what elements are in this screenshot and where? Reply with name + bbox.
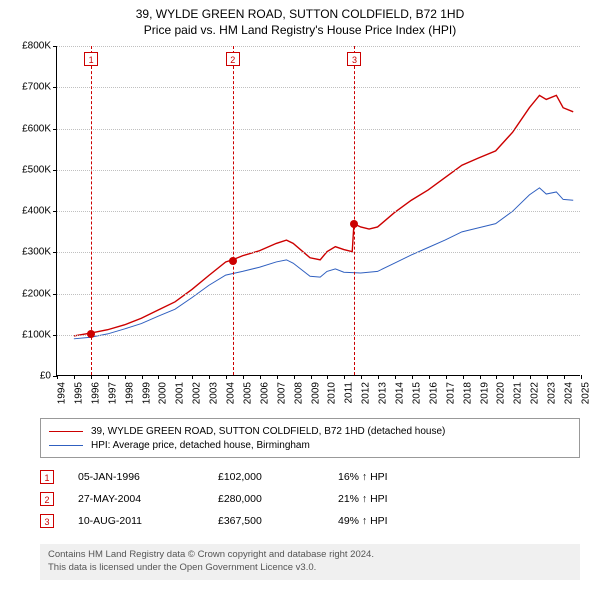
sales-row: 1 05-JAN-1996£102,00016% ↑ HPI xyxy=(40,466,580,488)
sales-row: 2 27-MAY-2004£280,00021% ↑ HPI xyxy=(40,488,580,510)
x-tick-label: 2004 xyxy=(226,382,227,404)
sale-marker xyxy=(229,257,237,265)
x-tick-label: 2010 xyxy=(327,382,328,404)
x-tick-label: 2000 xyxy=(158,382,159,404)
x-tick-label: 1994 xyxy=(57,382,58,404)
x-tick-label: 2008 xyxy=(293,382,294,404)
x-tick-label: 2007 xyxy=(276,382,277,404)
gridline xyxy=(57,211,580,212)
legend-label: HPI: Average price, detached house, Birm… xyxy=(91,440,310,451)
x-tick-label: 2013 xyxy=(378,382,379,404)
x-tick-label: 2017 xyxy=(445,382,446,404)
x-tick-label: 1995 xyxy=(73,382,74,404)
x-tick-label: 2014 xyxy=(395,382,396,404)
x-tick-label: 1998 xyxy=(124,382,125,404)
sales-row-date: 05-JAN-1996 xyxy=(78,471,218,483)
attribution-line2: This data is licensed under the Open Gov… xyxy=(48,562,572,575)
x-tick-label: 2015 xyxy=(411,382,412,404)
x-tick-label: 2001 xyxy=(175,382,176,404)
sales-row-date: 10-AUG-2011 xyxy=(78,515,218,527)
x-tick-label: 2016 xyxy=(428,382,429,404)
sales-row-price: £280,000 xyxy=(218,493,338,505)
sales-table: 1 05-JAN-1996£102,00016% ↑ HPI 2 27-MAY-200… xyxy=(40,466,580,532)
x-tick-label: 2021 xyxy=(513,382,514,404)
attribution-line1: Contains HM Land Registry data © Crown c… xyxy=(48,549,572,562)
sale-marker xyxy=(87,330,95,338)
gridline xyxy=(57,294,580,295)
sale-flag-line xyxy=(91,46,92,375)
x-tick-label: 2019 xyxy=(479,382,480,404)
gridline xyxy=(57,170,580,171)
legend: 39, WYLDE GREEN ROAD, SUTTON COLDFIELD, … xyxy=(40,418,580,458)
sales-row: 3 10-AUG-2011£367,50049% ↑ HPI xyxy=(40,510,580,532)
y-tick-label: £100K xyxy=(7,329,51,340)
sales-row-flag: 3 xyxy=(40,514,54,528)
title-block: 39, WYLDE GREEN ROAD, SUTTON COLDFIELD, … xyxy=(0,0,600,38)
legend-row: HPI: Average price, detached house, Birm… xyxy=(49,438,571,452)
sales-row-delta: 21% ↑ HPI xyxy=(338,493,448,505)
x-tick-label: 2009 xyxy=(310,382,311,404)
y-tick-label: £0 xyxy=(7,371,51,382)
sale-flag-box: 3 xyxy=(347,52,361,66)
y-tick-label: £200K xyxy=(7,288,51,299)
x-tick-label: 2002 xyxy=(192,382,193,404)
sales-row-price: £367,500 xyxy=(218,515,338,527)
x-tick-label: 2018 xyxy=(462,382,463,404)
sales-row-delta: 49% ↑ HPI xyxy=(338,515,448,527)
y-tick-label: £300K xyxy=(7,247,51,258)
x-tick-label: 2005 xyxy=(242,382,243,404)
y-tick-label: £700K xyxy=(7,82,51,93)
gridline xyxy=(57,335,580,336)
sale-flag-line xyxy=(354,46,355,375)
x-tick-label: 2006 xyxy=(259,382,260,404)
x-tick-label: 1997 xyxy=(107,382,108,404)
gridline xyxy=(57,46,580,47)
x-tick-label: 2011 xyxy=(344,382,345,404)
chart-area: £0£100K£200K£300K£400K£500K£600K£700K£80… xyxy=(56,46,580,376)
y-tick-label: £400K xyxy=(7,206,51,217)
legend-row: 39, WYLDE GREEN ROAD, SUTTON COLDFIELD, … xyxy=(49,424,571,438)
sales-row-price: £102,000 xyxy=(218,471,338,483)
gridline xyxy=(57,87,580,88)
x-tick-label: 2022 xyxy=(530,382,531,404)
sale-flag-box: 2 xyxy=(226,52,240,66)
y-tick-label: £600K xyxy=(7,123,51,134)
x-tick-label: 2023 xyxy=(547,382,548,404)
x-tick-label: 2020 xyxy=(496,382,497,404)
plot: £0£100K£200K£300K£400K£500K£600K£700K£80… xyxy=(56,46,580,376)
sales-row-flag: 1 xyxy=(40,470,54,484)
sale-flag-line xyxy=(233,46,234,375)
sale-flag-box: 1 xyxy=(84,52,98,66)
x-tick-label: 2012 xyxy=(361,382,362,404)
sales-row-flag: 2 xyxy=(40,492,54,506)
title-address: 39, WYLDE GREEN ROAD, SUTTON COLDFIELD, … xyxy=(0,6,600,22)
x-tick-label: 1999 xyxy=(141,382,142,404)
title-subtitle: Price paid vs. HM Land Registry's House … xyxy=(0,22,600,38)
sales-row-date: 27-MAY-2004 xyxy=(78,493,218,505)
attribution: Contains HM Land Registry data © Crown c… xyxy=(40,544,580,580)
x-tick-label: 2025 xyxy=(581,382,582,404)
legend-label: 39, WYLDE GREEN ROAD, SUTTON COLDFIELD, … xyxy=(91,426,445,437)
x-tick-label: 2024 xyxy=(564,382,565,404)
y-tick-label: £500K xyxy=(7,164,51,175)
series-price_paid xyxy=(74,95,573,336)
gridline xyxy=(57,129,580,130)
gridline xyxy=(57,252,580,253)
legend-swatch xyxy=(49,431,83,432)
x-tick-label: 1996 xyxy=(90,382,91,404)
sales-row-delta: 16% ↑ HPI xyxy=(338,471,448,483)
sale-marker xyxy=(350,220,358,228)
x-tick-label: 2003 xyxy=(209,382,210,404)
y-tick-label: £800K xyxy=(7,41,51,52)
chart-figure: 39, WYLDE GREEN ROAD, SUTTON COLDFIELD, … xyxy=(0,0,600,590)
legend-swatch xyxy=(49,445,83,446)
